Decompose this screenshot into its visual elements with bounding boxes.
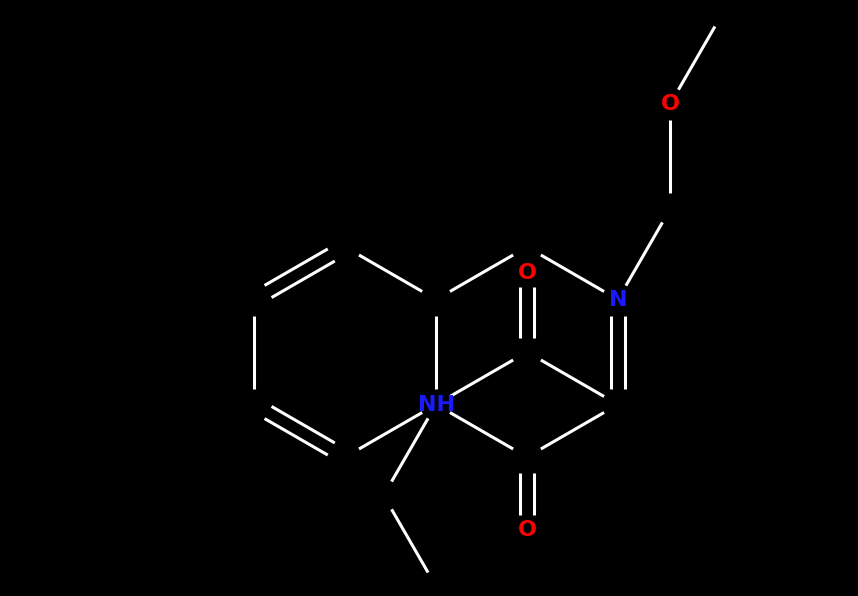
Text: O: O (661, 94, 680, 114)
Text: N: N (608, 290, 627, 309)
Text: O: O (517, 520, 536, 541)
Text: NH: NH (418, 395, 455, 414)
Text: O: O (517, 263, 536, 283)
